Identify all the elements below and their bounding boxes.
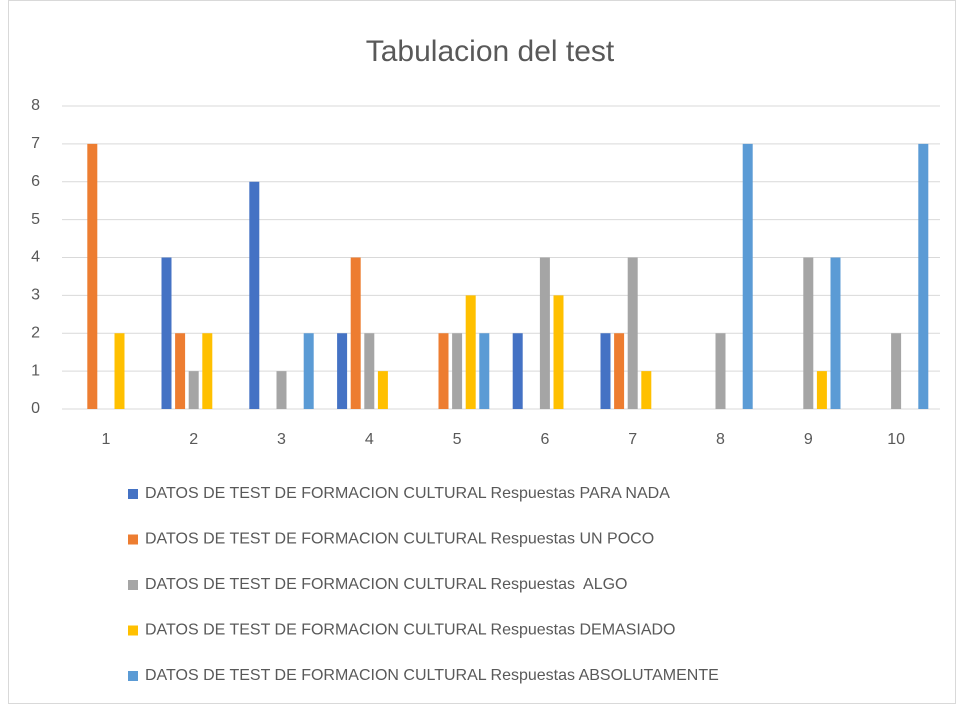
x-tick-label: 5 (453, 431, 462, 448)
bar (276, 371, 287, 409)
bar (249, 181, 260, 409)
bar (202, 333, 213, 409)
bar (830, 257, 841, 409)
bar (161, 257, 172, 409)
bar (891, 333, 902, 409)
chart-title: Tabulacion del test (366, 35, 615, 68)
x-tick-label: 2 (189, 431, 198, 448)
y-tick-label: 5 (31, 211, 40, 228)
bar (87, 143, 98, 409)
bar (816, 371, 827, 409)
bar (803, 257, 814, 409)
bar (600, 333, 611, 409)
legend-label: DATOS DE TEST DE FORMACION CULTURAL Resp… (145, 531, 654, 548)
bar (452, 333, 463, 409)
legend-swatch (128, 580, 138, 590)
bar (303, 333, 314, 409)
y-tick-label: 4 (31, 249, 40, 266)
bar (377, 371, 388, 409)
bar (641, 371, 652, 409)
bar (627, 257, 638, 409)
legend-swatch (128, 489, 138, 499)
bar (337, 333, 348, 409)
legend-label: DATOS DE TEST DE FORMACION CULTURAL Resp… (145, 576, 628, 593)
legend-swatch (128, 671, 138, 681)
bar (350, 257, 361, 409)
y-tick-label: 2 (31, 324, 40, 341)
bar (512, 333, 523, 409)
x-tick-label: 4 (365, 431, 374, 448)
x-tick-label: 6 (540, 431, 549, 448)
bar (175, 333, 186, 409)
bar (465, 295, 476, 409)
y-tick-label: 7 (31, 135, 40, 152)
legend-swatch (128, 625, 138, 636)
bar (364, 333, 375, 409)
bar (715, 333, 726, 409)
x-tick-label: 7 (628, 431, 637, 448)
x-tick-label: 1 (101, 431, 110, 448)
legend-label: DATOS DE TEST DE FORMACION CULTURAL Resp… (145, 485, 670, 502)
y-tick-label: 8 (31, 97, 40, 114)
legend-label: DATOS DE TEST DE FORMACION CULTURAL Resp… (145, 667, 719, 684)
bar (188, 371, 199, 409)
bar (479, 333, 490, 409)
legend-label: DATOS DE TEST DE FORMACION CULTURAL Resp… (145, 622, 675, 639)
x-tick-label: 10 (887, 431, 905, 448)
y-tick-label: 3 (31, 287, 40, 304)
legend-swatch (128, 534, 138, 545)
bar (539, 257, 550, 409)
x-tick-label: 9 (804, 431, 813, 448)
bar (614, 333, 625, 409)
x-tick-label: 3 (277, 431, 286, 448)
y-tick-label: 6 (31, 173, 40, 190)
x-tick-label: 8 (716, 431, 725, 448)
bar (114, 333, 125, 409)
bar (742, 143, 753, 409)
bar (918, 143, 929, 409)
bar (438, 333, 449, 409)
y-tick-label: 0 (31, 400, 40, 417)
bar (553, 295, 564, 409)
y-tick-label: 1 (31, 362, 40, 379)
